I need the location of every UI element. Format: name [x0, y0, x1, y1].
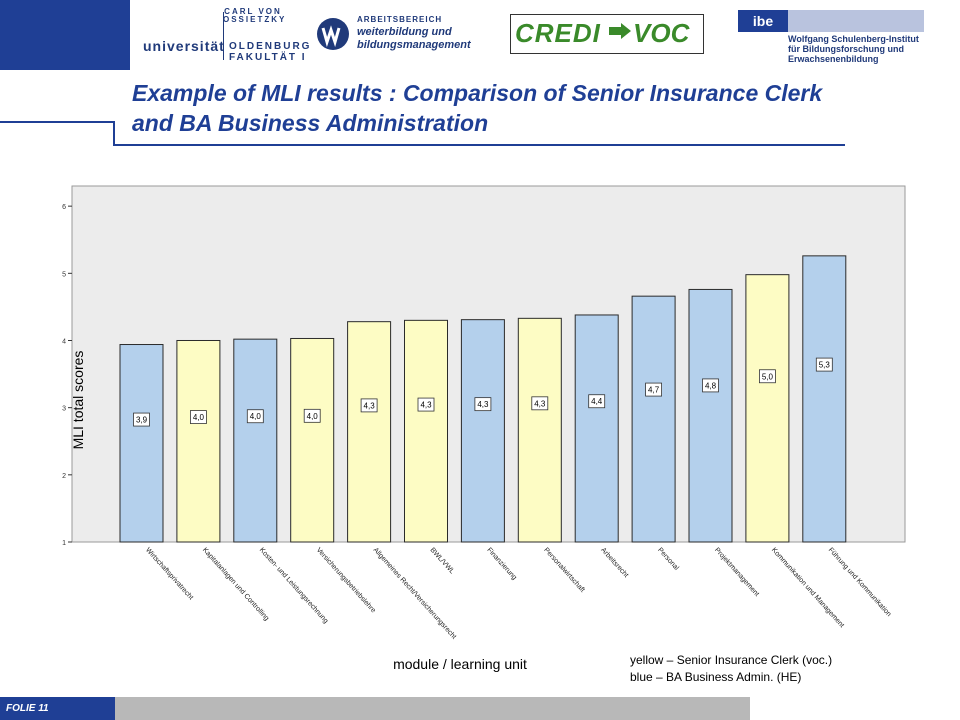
bar	[233, 338, 278, 543]
ibe-line-2: für Bildungsforschung und	[788, 44, 904, 54]
y-tick-label: 4	[62, 338, 66, 345]
slide-title-line-2: and BA Business Administration	[132, 110, 489, 136]
data-label-box	[531, 396, 549, 411]
y-tick-label: 6	[62, 204, 66, 211]
awb-line-3: bildungsmanagement	[357, 39, 471, 51]
data-label-box	[133, 412, 150, 427]
data-label: 4,0	[307, 412, 319, 421]
left-accent-rule-vertical	[113, 121, 115, 146]
data-label: 4,3	[534, 399, 546, 408]
data-label-box	[360, 398, 378, 413]
x-tick-label: Versicherungsbetriebslehre	[315, 547, 377, 615]
slide-number: FOLIE 11	[0, 697, 115, 720]
bar	[176, 339, 221, 543]
data-label: 3,9	[136, 416, 148, 425]
bar	[119, 344, 164, 543]
data-label-box	[702, 378, 719, 393]
y-axis-label: MLI total scores	[70, 350, 86, 450]
data-label-box	[815, 357, 833, 372]
ibe-box: ibe	[738, 10, 788, 32]
x-tick-label: Wirtschaftsprivatrecht	[144, 547, 194, 602]
awb-globe-icon	[317, 18, 349, 50]
data-label: 4,7	[648, 386, 660, 395]
bar	[688, 288, 733, 543]
y-tick-label: 3	[62, 406, 66, 413]
data-label: 4,8	[705, 381, 717, 390]
uni-logo-main-text: universität	[143, 38, 225, 54]
y-tick-label: 1	[62, 540, 66, 547]
x-tick-label: Personal	[656, 547, 680, 573]
uni-logo-city: OLDENBURG FAKULTÄT I	[229, 41, 311, 63]
bar	[631, 295, 676, 543]
uni-logo-city-text: OLDENBURG	[229, 41, 312, 52]
bar	[517, 317, 562, 543]
bar	[460, 319, 505, 543]
data-label: 4,0	[250, 412, 262, 421]
data-label-box	[246, 409, 264, 424]
data-label-box	[588, 394, 606, 409]
x-tick-label: Personalwirtschaft	[542, 547, 586, 594]
data-label: 5,3	[819, 361, 831, 370]
ibe-institute-logo: ibe Wolfgang Schulenberg-Institut für Bi…	[738, 10, 924, 65]
bar	[347, 321, 392, 543]
data-label-box	[417, 397, 435, 412]
x-tick-label: Kapitalanlagen und Controlling	[201, 547, 270, 623]
data-label: 5,0	[762, 372, 774, 381]
x-tick-label: Projektmanagement	[713, 547, 760, 598]
left-accent-rule	[0, 121, 115, 123]
legend-yellow-entry: yellow – Senior Insurance Clerk (voc.)	[630, 653, 833, 667]
x-tick-label: Führung und Kommunikation	[827, 547, 892, 619]
arbeitsbereich-logo: ARBEITSBEREICH weiterbildung und bildung…	[315, 12, 485, 62]
data-label: 4,0	[193, 413, 205, 422]
x-tick-label: Finanzierung	[485, 547, 517, 582]
x-tick-label: BWL/VWL	[429, 547, 456, 576]
legend-blue-entry: blue – BA Business Admin. (HE)	[630, 670, 802, 684]
title-underline	[115, 144, 845, 146]
data-label: 4,3	[477, 400, 489, 409]
credivoc-arrow-icon	[609, 23, 631, 39]
data-label: 4,3	[420, 401, 432, 410]
footer-bar	[115, 697, 750, 720]
slide-title-line-1: Example of MLI results : Comparison of S…	[132, 80, 823, 106]
awb-line-2: weiterbildung und	[357, 26, 452, 38]
data-label-box	[303, 408, 321, 423]
y-tick-label: 5	[62, 271, 66, 278]
ibe-line-1: Wolfgang Schulenberg-Institut	[788, 34, 919, 44]
header-corner-block	[0, 0, 130, 70]
x-tick-label: Arbeitsrecht	[599, 547, 629, 579]
x-tick-label: Kosten- und Leistungsrechnung	[258, 547, 329, 625]
credivoc-logo: CREDI VOC	[510, 14, 704, 54]
credi-text: CREDI	[515, 18, 601, 48]
ibe-line-3: Erwachsenenbildung	[788, 54, 879, 64]
data-label: 4,4	[591, 397, 603, 406]
slide-footer: FOLIE 11	[0, 697, 960, 720]
bar	[745, 274, 790, 543]
bar	[802, 255, 847, 543]
data-label-box	[645, 382, 662, 397]
data-label-box	[474, 397, 492, 412]
y-tick-label: 2	[62, 473, 66, 480]
awb-line-1: ARBEITSBEREICH	[357, 15, 443, 24]
data-label-box	[759, 369, 776, 384]
voc-text: VOC	[633, 18, 690, 48]
data-label: 4,3	[364, 401, 376, 410]
ibe-strip	[788, 10, 924, 32]
data-label-box	[189, 410, 207, 424]
bar	[290, 337, 335, 543]
bar	[404, 319, 448, 543]
slide-title: Example of MLI results : Comparison of S…	[132, 78, 952, 138]
uni-logo-faculty-text: FAKULTÄT I	[229, 52, 307, 63]
uni-logo-separator	[223, 12, 224, 60]
uni-logo-small-text: CARL VON OSSIETZKY	[223, 7, 287, 24]
x-axis-label: module / learning unit	[393, 656, 527, 672]
university-oldenburg-logo: CARL VON OSSIETZKY universität OLDENBURG…	[143, 7, 311, 64]
bar	[574, 314, 619, 543]
color-legend: yellow – Senior Insurance Clerk (voc.) b…	[630, 652, 832, 686]
